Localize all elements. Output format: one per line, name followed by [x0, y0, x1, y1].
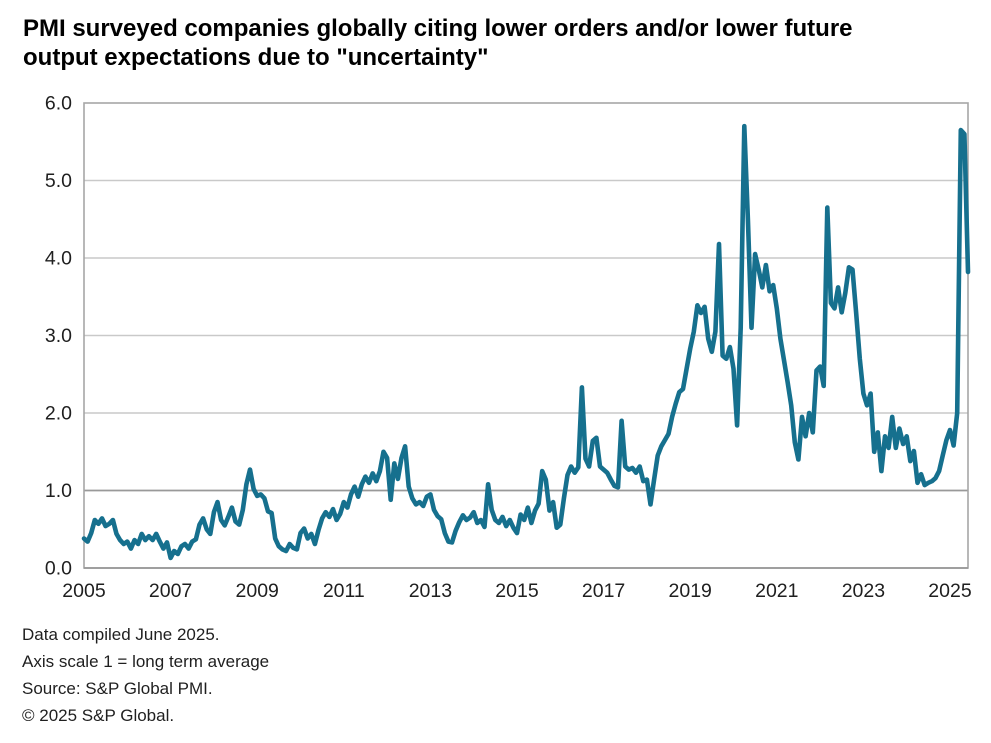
footnote-axis-scale: Axis scale 1 = long term average [22, 652, 270, 671]
y-axis-tick-label: 2.0 [45, 403, 72, 425]
y-axis-tick-label: 1.0 [45, 480, 72, 502]
footnote-copyright: © 2025 S&P Global. [22, 706, 175, 725]
chart-title-line-1: PMI surveyed companies globally citing l… [23, 15, 853, 42]
footnote-source: Source: S&P Global PMI. [22, 679, 213, 698]
uncertainty-index-line [81, 123, 971, 561]
x-axis-tick-label: 2021 [755, 580, 798, 602]
y-axis-tick-label: 0.0 [45, 558, 72, 580]
x-axis-tick-label: 2009 [236, 580, 279, 602]
x-axis-tick-label: 2017 [582, 580, 625, 602]
x-axis-tick-label: 2011 [323, 580, 365, 602]
x-axis-tick-label: 2019 [669, 580, 712, 602]
y-axis-tick-label: 5.0 [45, 170, 72, 192]
x-axis-tick-label: 2007 [149, 580, 192, 602]
chart-title: PMI surveyed companies globally citing l… [23, 14, 973, 72]
x-axis-tick-label: 2005 [62, 580, 106, 602]
y-axis-tick-label: 3.0 [45, 325, 72, 347]
chart-title-line-2: output expectations due to "uncertainty" [23, 44, 489, 71]
y-axis-tick-label: 6.0 [45, 93, 72, 115]
chart-footnotes: Data compiled June 2025. Axis scale 1 = … [22, 621, 269, 729]
footnote-data-compiled: Data compiled June 2025. [22, 625, 220, 644]
x-axis-tick-label: 2013 [409, 580, 452, 602]
x-axis-tick-label: 2025 [928, 580, 972, 602]
y-axis-tick-label: 4.0 [45, 248, 72, 270]
x-axis-tick-label: 2023 [842, 580, 885, 602]
x-axis-tick-label: 2015 [495, 580, 539, 602]
